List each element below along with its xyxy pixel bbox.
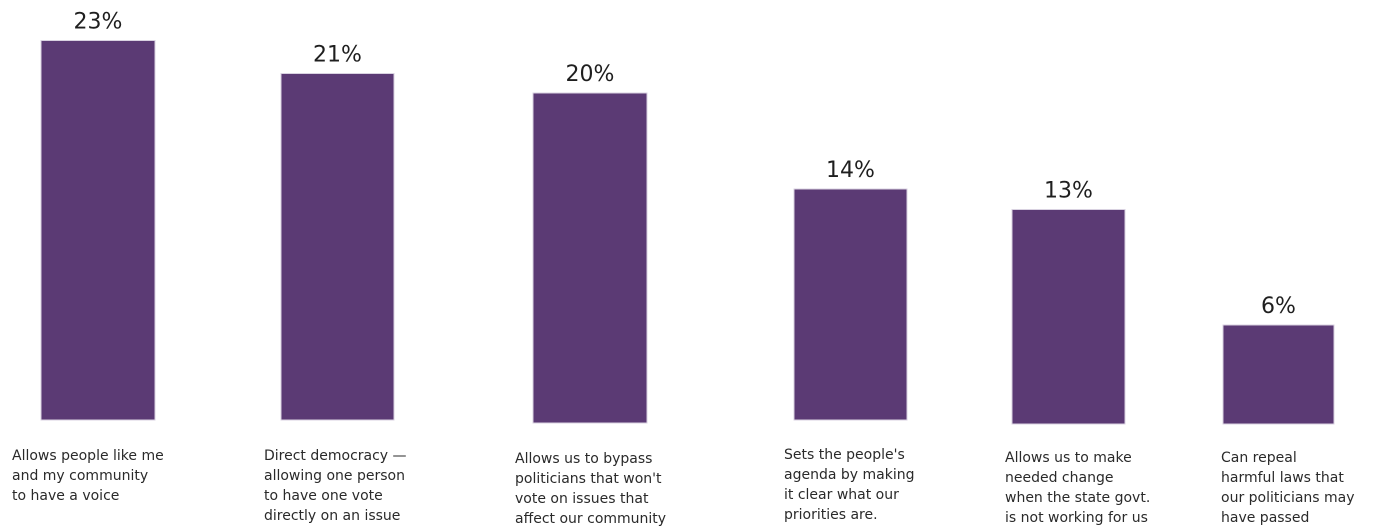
category-label-6: Can repeal harmful laws that our politicia… <box>1221 450 1355 526</box>
value-label-6: 6% <box>1261 294 1296 319</box>
category-label-line: needed change <box>1005 470 1113 486</box>
category-label-line: Can repeal <box>1221 450 1297 466</box>
category-label-line: Allows us to make <box>1005 450 1132 466</box>
category-label-line: affect our community <box>515 511 666 527</box>
value-label-1: 23% <box>74 10 123 35</box>
bar-1 <box>40 40 156 421</box>
bar-3 <box>532 92 648 424</box>
category-label-line: Direct democracy — <box>264 448 407 464</box>
category-label-3: Allows us to bypass politicians that won'… <box>515 451 666 527</box>
category-label-line: allowing one person <box>264 468 405 484</box>
bar-6 <box>1222 324 1335 425</box>
value-label-3: 20% <box>566 62 615 87</box>
category-label-1: Allows people like me and my community to … <box>12 448 164 504</box>
category-label-line: to have one vote <box>264 488 383 504</box>
value-label-5: 13% <box>1044 179 1093 204</box>
category-label-line: when the state govt. <box>1005 490 1150 506</box>
category-label-5: Allows us to make needed change when the s… <box>1005 450 1150 526</box>
value-label-2: 21% <box>313 43 362 68</box>
category-label-line: Allows us to bypass <box>515 451 652 467</box>
category-label-line: directly on an issue <box>264 508 400 524</box>
category-label-line: Allows people like me <box>12 448 164 464</box>
category-label-line: Sets the people's <box>784 447 905 463</box>
category-label-line: is not working for us <box>1005 510 1148 526</box>
category-label-4: Sets the people's agenda by making it clea… <box>784 447 914 523</box>
category-label-line: priorities are. <box>784 507 878 523</box>
bar-2 <box>280 73 395 421</box>
category-label-line: politicians that won't <box>515 471 662 487</box>
category-label-line: and my community <box>12 468 148 484</box>
category-label-line: our politicians may <box>1221 490 1355 506</box>
category-label-line: it clear what our <box>784 487 899 503</box>
value-label-4: 14% <box>826 158 875 183</box>
category-label-line: harmful laws that <box>1221 470 1344 486</box>
category-label-line: to have a voice <box>12 488 119 504</box>
category-label-line: agenda by making <box>784 467 914 483</box>
category-label-line: have passed <box>1221 510 1309 526</box>
category-label-line: vote on issues that <box>515 491 649 507</box>
bar-5 <box>1011 209 1126 425</box>
category-label-2: Direct democracy — allowing one person to … <box>264 448 407 524</box>
bar-4 <box>793 188 908 421</box>
